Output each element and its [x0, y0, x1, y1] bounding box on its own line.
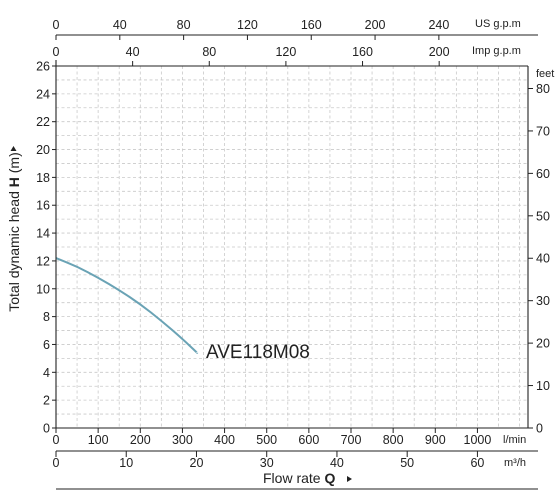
left-tick-label: 14: [36, 227, 50, 241]
top-imp-tick-label: 200: [429, 45, 450, 59]
bottom-lpm-tick-label: 300: [172, 433, 193, 447]
left-tick-label: 18: [36, 171, 50, 185]
top-us-tick-label: 80: [177, 18, 191, 32]
left-tick-label: 22: [36, 115, 50, 129]
bottom-lpm-tick-label: 600: [298, 433, 319, 447]
top-us-tick-label: 240: [428, 18, 449, 32]
bottom-lpm-tick-label: 700: [341, 433, 362, 447]
left-axis-label-bold: H: [6, 177, 22, 187]
top-us-tick-label: 0: [53, 18, 60, 32]
right-tick-label: 20: [536, 337, 550, 351]
bottom-lpm-tick-label: 0: [53, 433, 60, 447]
right-tick-label: 40: [536, 252, 550, 266]
top-imp-unit: Imp g.p.m: [472, 45, 521, 57]
bottom-m3h-unit: m³/h: [504, 457, 526, 469]
left-tick-label: 16: [36, 199, 50, 213]
left-tick-label: 0: [43, 422, 50, 436]
bottom-lpm-tick-label: 200: [130, 433, 151, 447]
left-tick-label: 10: [36, 282, 50, 296]
left-tick-label: 4: [43, 366, 50, 380]
top-imp-tick-label: 40: [126, 45, 140, 59]
grid: [56, 66, 528, 428]
top-us-unit: US g.p.m: [475, 18, 521, 30]
bottom-lpm-unit: l/min: [503, 434, 526, 446]
left-tick-label: 2: [43, 394, 50, 408]
top-imp-tick-label: 80: [202, 45, 216, 59]
left-axis-arrow-icon: [10, 146, 17, 151]
axes: [52, 34, 538, 490]
bottom-lpm-tick-label: 1000: [464, 433, 492, 447]
bottom-m3h-tick-label: 30: [260, 456, 274, 470]
x-axis-arrow-icon: [347, 476, 352, 482]
bottom-m3h-tick-label: 20: [190, 456, 204, 470]
left-axis-label-prefix: Total dynamic head: [6, 187, 22, 312]
right-tick-label: 80: [536, 82, 550, 96]
left-axis-label-suffix: (m): [6, 152, 22, 177]
pump-curve-line: [55, 257, 199, 354]
right-tick-label: 50: [536, 209, 550, 223]
bottom-lpm-tick-label: 400: [214, 433, 235, 447]
x-axis-label-bold: Q: [324, 470, 335, 486]
bottom-lpm-tick-label: 900: [425, 433, 446, 447]
left-tick-label: 24: [36, 87, 50, 101]
bottom-m3h-tick-label: 0: [53, 456, 60, 470]
right-tick-label: 60: [536, 167, 550, 181]
series-label: AVE118M08: [206, 342, 310, 363]
bottom-lpm-tick-label: 500: [256, 433, 277, 447]
left-tick-label: 20: [36, 143, 50, 157]
right-tick-label: 30: [536, 294, 550, 308]
top-imp-tick-label: 0: [53, 45, 60, 59]
left-tick-label: 8: [43, 310, 50, 324]
left-tick-label: 12: [36, 254, 50, 268]
bottom-lpm-tick-label: 800: [383, 433, 404, 447]
bottom-m3h-tick-label: 10: [119, 456, 133, 470]
labels: 0246810121416182022242601020304050607080…: [36, 18, 550, 470]
top-us-tick-label: 160: [301, 18, 322, 32]
bottom-m3h-tick-label: 50: [400, 456, 414, 470]
left-tick-label: 6: [43, 338, 50, 352]
bottom-lpm-tick-label: 100: [88, 433, 109, 447]
top-imp-tick-label: 160: [352, 45, 373, 59]
right-tick-label: 0: [536, 422, 543, 436]
bottom-m3h-tick-label: 40: [330, 456, 344, 470]
top-us-tick-label: 40: [113, 18, 127, 32]
bottom-m3h-tick-label: 60: [470, 456, 484, 470]
left-axis-label: Total dynamic head H (m): [6, 152, 22, 312]
left-tick-label: 26: [36, 60, 50, 74]
top-imp-tick-label: 120: [275, 45, 296, 59]
right-axis-unit: feet: [536, 68, 554, 80]
right-tick-label: 70: [536, 124, 550, 138]
x-axis-label-prefix: Flow rate: [263, 470, 324, 486]
x-axis-label: Flow rate Q: [263, 470, 335, 486]
right-tick-label: 10: [536, 379, 550, 393]
top-us-tick-label: 200: [365, 18, 386, 32]
top-us-tick-label: 120: [237, 18, 258, 32]
